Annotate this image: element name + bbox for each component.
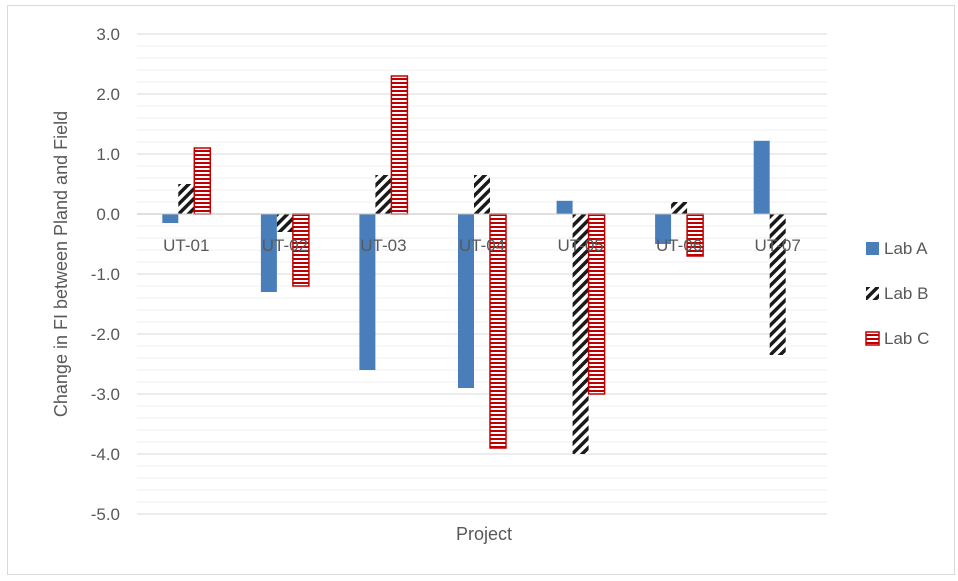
legend-label: Lab A xyxy=(884,239,928,258)
y-tick-label: 3.0 xyxy=(96,25,120,44)
x-tick-label: UT-02 xyxy=(262,236,308,255)
bar-lab-a-ut-01 xyxy=(162,214,179,223)
bar-lab-a-ut-03 xyxy=(359,214,376,370)
y-tick-label: 1.0 xyxy=(96,145,120,164)
bar-lab-b-ut-06 xyxy=(671,202,688,214)
legend-swatch-lab-b xyxy=(866,287,879,300)
x-tick-label: UT-01 xyxy=(163,236,209,255)
legend-swatch-lab-a xyxy=(866,242,879,255)
legend-label: Lab C xyxy=(884,329,929,348)
x-tick-label: UT-06 xyxy=(656,236,702,255)
grid-layer xyxy=(137,33,827,515)
bar-lab-c-ut-01 xyxy=(193,147,212,215)
y-axis-title: Change in FI between Pland and Field xyxy=(51,111,71,417)
bar-lab-a-ut-04 xyxy=(458,214,474,388)
legend-swatch-lab-c xyxy=(865,331,880,346)
y-tick-label: 0.0 xyxy=(96,205,120,224)
y-tick-label: 2.0 xyxy=(96,85,120,104)
x-tick-label: UT-05 xyxy=(557,236,603,255)
y-tick-label: -4.0 xyxy=(91,445,120,464)
x-axis-title: Project xyxy=(456,524,512,544)
chart-frame: 3.0 2.0 1.0 0.0 -1.0 -2.0 -3.0 -4.0 -5.0 UT-01 UT-… xyxy=(7,5,955,575)
legend-label: Lab B xyxy=(884,284,928,303)
bar-lab-a-ut-06 xyxy=(655,214,672,244)
bar-lab-b-ut-05 xyxy=(572,214,589,454)
legend: Lab A Lab B Lab C xyxy=(865,239,929,348)
y-tick-label: -5.0 xyxy=(91,505,120,524)
bar-lab-a-ut-02 xyxy=(260,214,277,292)
bar-lab-b-ut-03 xyxy=(375,175,392,214)
bar-lab-b-ut-04 xyxy=(474,175,490,214)
bar-lab-b-ut-07 xyxy=(769,214,786,355)
y-tick-label: -3.0 xyxy=(91,385,120,404)
x-tick-label: UT-07 xyxy=(755,236,801,255)
chart-svg: 3.0 2.0 1.0 0.0 -1.0 -2.0 -3.0 -4.0 -5.0 UT-01 UT-… xyxy=(51,25,929,544)
x-tick-label: UT-04 xyxy=(459,236,505,255)
bar-lab-a-ut-05 xyxy=(556,200,573,214)
bars-layer xyxy=(162,75,786,454)
labels-layer: 3.0 2.0 1.0 0.0 -1.0 -2.0 -3.0 -4.0 -5.0 UT-01 UT-… xyxy=(91,25,801,524)
bar-lab-b-ut-01 xyxy=(178,184,195,214)
bar-lab-b-ut-02 xyxy=(276,214,293,232)
y-tick-label: -2.0 xyxy=(91,325,120,344)
x-tick-label: UT-03 xyxy=(360,236,406,255)
bar-lab-a-ut-07 xyxy=(753,140,770,214)
y-tick-label: -1.0 xyxy=(91,265,120,284)
bar-lab-c-ut-03 xyxy=(390,75,409,215)
